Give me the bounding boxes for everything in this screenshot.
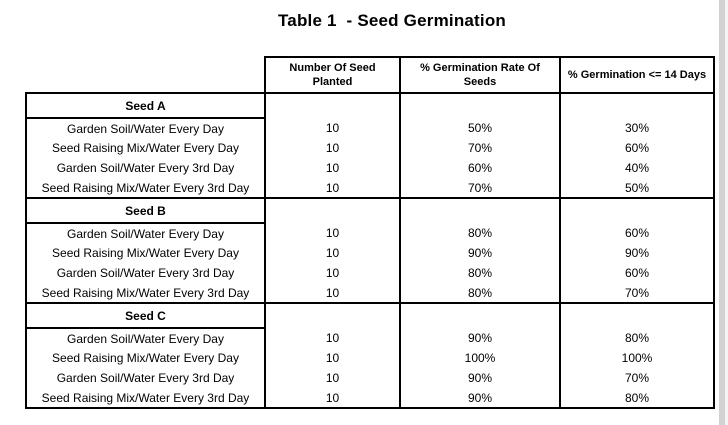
condition-cell: Seed Raising Mix/Water Every Day (25, 243, 266, 263)
planted-cell: 10 (264, 158, 401, 178)
planted-cell: 10 (264, 118, 401, 138)
empty-cell (264, 92, 401, 118)
empty-cell (399, 302, 561, 328)
condition-cell: Garden Soil/Water Every Day (25, 328, 266, 348)
header-row: Number Of Seed Planted % Germination Rat… (26, 56, 715, 94)
germination-rate-cell: 100% (399, 348, 561, 368)
column-header-germination-rate: % Germination Rate Of Seeds (399, 56, 561, 94)
germination-rate-cell: 60% (399, 158, 561, 178)
germination-rate-cell: 90% (399, 243, 561, 263)
table-row: Garden Soil/Water Every Day 10 90% 80% (25, 328, 715, 348)
empty-cell (399, 92, 561, 118)
germination-14-days-cell: 100% (559, 348, 715, 368)
condition-cell: Garden Soil/Water Every Day (25, 118, 266, 138)
condition-cell: Garden Soil/Water Every 3rd Day (25, 158, 266, 178)
condition-cell: Garden Soil/Water Every 3rd Day (25, 263, 266, 283)
germination-rate-cell: 80% (399, 223, 561, 243)
corner-cell (26, 57, 265, 93)
section-label-row: Seed C (25, 302, 715, 329)
table-row: Garden Soil/Water Every 3rd Day 10 80% 60% (25, 263, 715, 283)
empty-cell (559, 302, 715, 328)
planted-cell: 10 (264, 223, 401, 243)
planted-cell: 10 (264, 328, 401, 348)
germination-14-days-cell: 80% (559, 328, 715, 348)
planted-cell: 10 (264, 388, 401, 409)
section-label-row: Seed A (25, 92, 715, 119)
germination-14-days-cell: 60% (559, 223, 715, 243)
germination-rate-cell: 70% (399, 178, 561, 198)
page-edge (725, 0, 728, 425)
empty-cell (399, 197, 561, 223)
germination-14-days-cell: 90% (559, 243, 715, 263)
table-row: Seed Raising Mix/Water Every 3rd Day 10 70… (25, 178, 715, 198)
planted-cell: 10 (264, 243, 401, 263)
table-row: Garden Soil/Water Every 3rd Day 10 90% 70% (25, 368, 715, 388)
empty-cell (559, 92, 715, 118)
scrollbar-track[interactable] (719, 0, 725, 425)
germination-rate-cell: 90% (399, 388, 561, 409)
table-row: Garden Soil/Water Every Day 10 80% 60% (25, 223, 715, 243)
table-row: Seed Raising Mix/Water Every Day 10 90% 90% (25, 243, 715, 263)
condition-cell: Seed Raising Mix/Water Every Day (25, 348, 266, 368)
table-title: Table 1 - Seed Germination (277, 11, 507, 30)
table-row: Seed Raising Mix/Water Every 3rd Day 10 90… (25, 388, 715, 409)
planted-cell: 10 (264, 368, 401, 388)
section-label: Seed C (25, 302, 266, 329)
condition-cell: Seed Raising Mix/Water Every 3rd Day (25, 178, 266, 198)
germination-rate-cell: 80% (399, 283, 561, 303)
germination-14-days-cell: 30% (559, 118, 715, 138)
condition-cell: Garden Soil/Water Every 3rd Day (25, 368, 266, 388)
column-header-germination-14-days: % Germination <= 14 Days (559, 56, 715, 94)
planted-cell: 10 (264, 138, 401, 158)
planted-cell: 10 (264, 178, 401, 198)
section-label: Seed A (25, 92, 266, 119)
planted-cell: 10 (264, 348, 401, 368)
seed-germination-table: Number Of Seed Planted % Germination Rat… (25, 56, 715, 409)
germination-14-days-cell: 80% (559, 388, 715, 409)
empty-cell (264, 197, 401, 223)
germination-rate-cell: 70% (399, 138, 561, 158)
table-row: Garden Soil/Water Every 3rd Day 10 60% 40% (25, 158, 715, 178)
condition-cell: Garden Soil/Water Every Day (25, 223, 266, 243)
condition-cell: Seed Raising Mix/Water Every Day (25, 138, 266, 158)
condition-cell: Seed Raising Mix/Water Every 3rd Day (25, 283, 266, 303)
table-row: Seed Raising Mix/Water Every Day 10 100% 10… (25, 348, 715, 368)
germination-rate-cell: 90% (399, 368, 561, 388)
planted-cell: 10 (264, 283, 401, 303)
column-header-number-planted: Number Of Seed Planted (264, 56, 401, 94)
empty-cell (559, 197, 715, 223)
germination-rate-cell: 80% (399, 263, 561, 283)
empty-cell (264, 302, 401, 328)
section-label: Seed B (25, 197, 266, 224)
section-label-row: Seed B (25, 197, 715, 224)
table-row: Seed Raising Mix/Water Every Day 10 70% 60% (25, 138, 715, 158)
table-row: Garden Soil/Water Every Day 10 50% 30% (25, 118, 715, 138)
germination-rate-cell: 50% (399, 118, 561, 138)
planted-cell: 10 (264, 263, 401, 283)
germination-14-days-cell: 50% (559, 178, 715, 198)
table-row: Seed Raising Mix/Water Every 3rd Day 10 80… (25, 283, 715, 303)
germination-14-days-cell: 60% (559, 263, 715, 283)
germination-14-days-cell: 40% (559, 158, 715, 178)
germination-14-days-cell: 60% (559, 138, 715, 158)
germination-rate-cell: 90% (399, 328, 561, 348)
condition-cell: Seed Raising Mix/Water Every 3rd Day (25, 388, 266, 409)
germination-14-days-cell: 70% (559, 368, 715, 388)
germination-14-days-cell: 70% (559, 283, 715, 303)
